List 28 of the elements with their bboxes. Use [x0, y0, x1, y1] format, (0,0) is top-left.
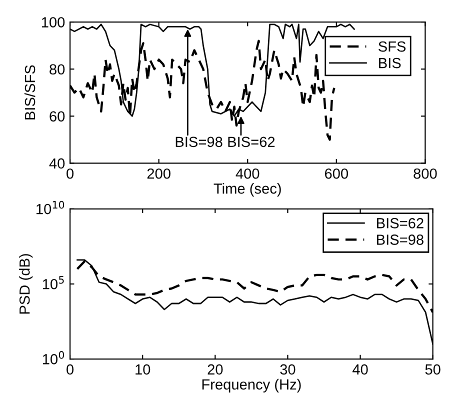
y-axis-title: BIS/SFS [24, 65, 36, 120]
legend-label: BIS [379, 58, 401, 68]
x-axis-title: Time (sec) [214, 183, 281, 197]
y-tick-label: 60 [50, 111, 65, 122]
y-tick-label: 40 [49, 158, 65, 169]
x-tick-label: 600 [324, 168, 348, 179]
y-tick-label: 10$^{10}$ [36, 200, 64, 214]
x-tick-label: 200 [147, 168, 170, 179]
x-tick-label: 50 [425, 364, 440, 375]
legend-label: BIS=62 [377, 218, 424, 228]
x-tick-label: 0 [66, 168, 74, 179]
x-tick-label: 30 [280, 364, 296, 375]
legend-label: SFS [378, 41, 406, 52]
y-tick-label: 10$^{5}$ [42, 276, 64, 290]
annotation: BIS=98 [176, 136, 222, 148]
y-axis-title: PSD (dB) [19, 254, 33, 314]
x-tick-label: 20 [208, 364, 223, 375]
x-tick-label: 40 [352, 364, 368, 375]
annotation: BIS=62 [228, 136, 275, 148]
x-tick-label: 0 [66, 364, 74, 375]
y-tick-label: 100 [42, 17, 65, 28]
y-tick-label: 80 [50, 64, 65, 75]
x-tick-label: 800 [414, 168, 437, 179]
legend-label: BIS=98 [377, 234, 424, 245]
x-tick-label: 400 [236, 168, 260, 179]
y-tick-label: 10$^{0}$ [42, 351, 64, 364]
x-tick-label: 10 [136, 364, 150, 375]
x-axis-title: Frequency (Hz) [202, 378, 301, 392]
